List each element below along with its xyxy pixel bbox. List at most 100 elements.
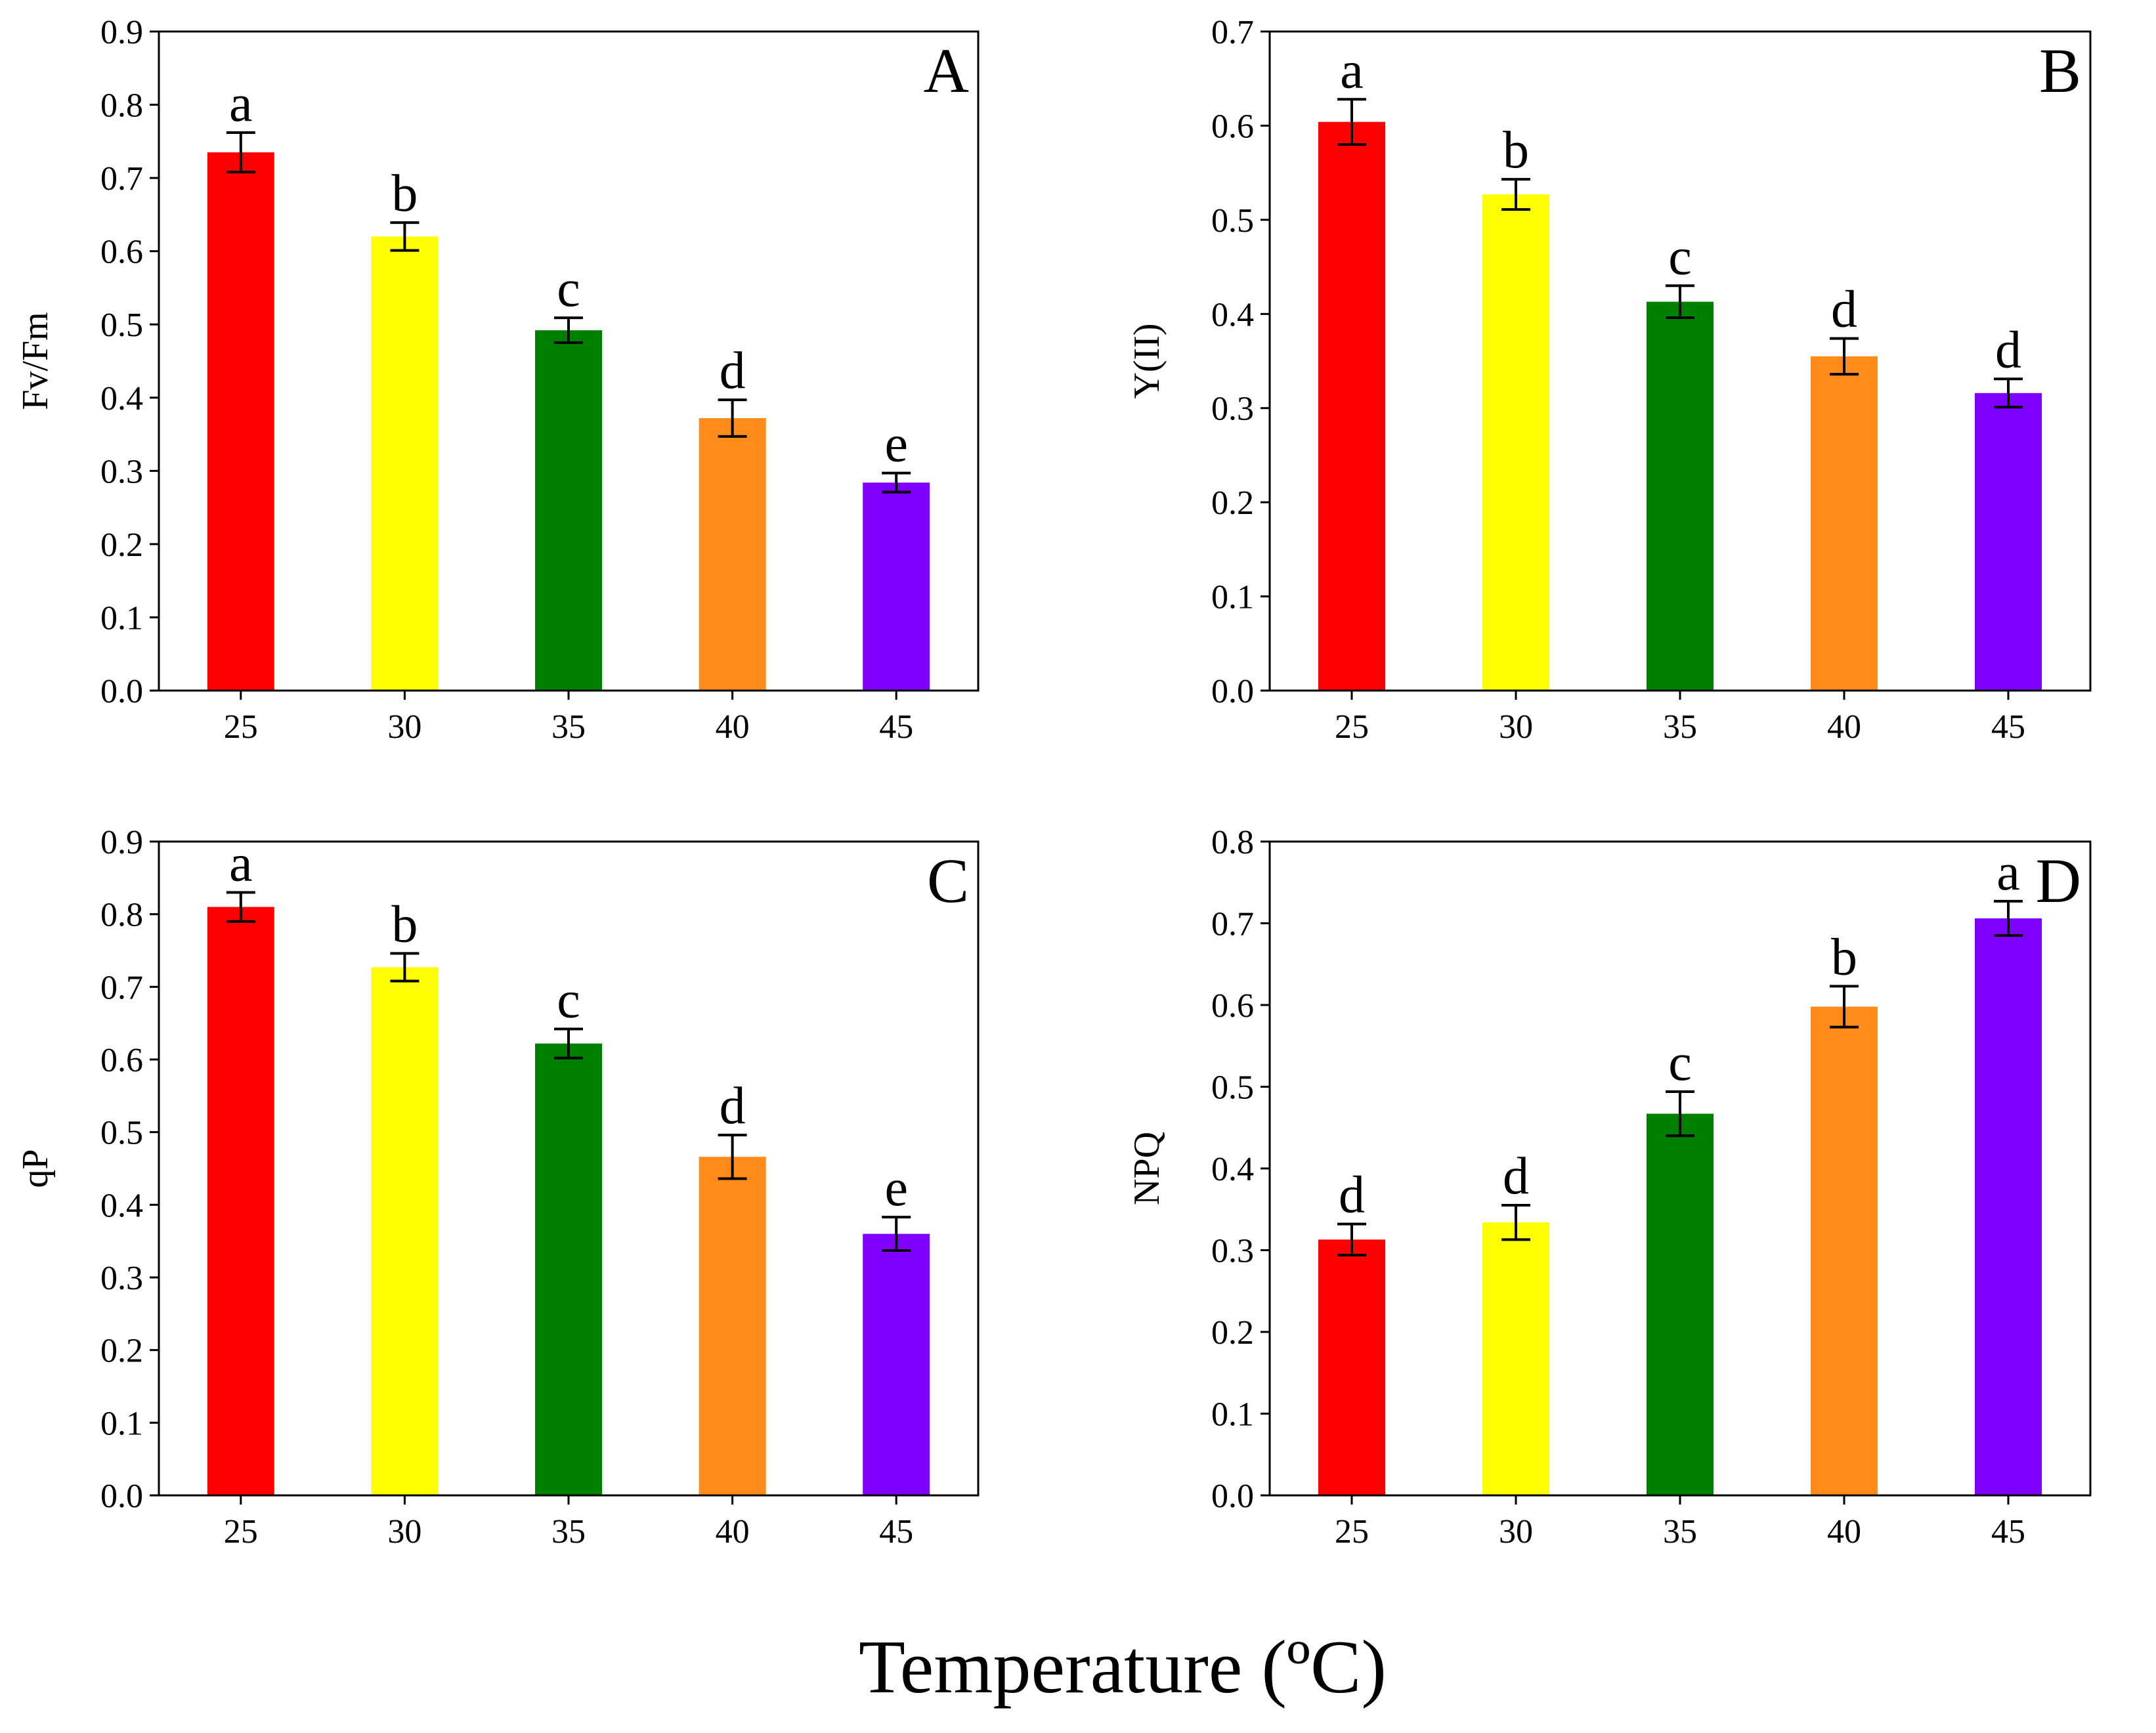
x-tick-label-a-40: 40 [716, 708, 750, 746]
y-tick-label-d-0.3: 0.3 [1211, 1233, 1254, 1270]
error-bar-d-35 [1666, 1090, 1694, 1138]
chart-panel-a: a 25 b 30 c 35 d 40 e 45 0.0 0.1 0.2 0.3 0.4 0.5 0.6 0.7 0… [15, 14, 980, 746]
significance-label-c-30: b [391, 895, 418, 953]
error-bar-b-40 [1830, 337, 1859, 376]
bar-d-30 [1482, 1222, 1549, 1495]
x-tick-label-b-35: 35 [1663, 708, 1697, 746]
x-tick-label-b-40: 40 [1827, 708, 1861, 746]
y-tick-label-b-0.3: 0.3 [1211, 391, 1254, 428]
error-bar-b-30 [1501, 178, 1530, 211]
y-tick-label-a-0.0: 0.0 [100, 673, 143, 710]
error-bar-d-40 [1830, 985, 1859, 1029]
bar-c-25 [207, 907, 274, 1495]
bar-d-45 [1975, 918, 2042, 1495]
y-axis-label-c: qP [15, 1149, 56, 1187]
bar-a-30 [371, 236, 439, 691]
error-bar-a-25 [226, 131, 255, 174]
x-tick-label-a-25: 25 [224, 708, 258, 746]
y-axis-label-b: Y(II) [1127, 323, 1167, 398]
error-bar-c-30 [390, 952, 420, 983]
bar-a-35 [535, 330, 602, 691]
bar-d-35 [1647, 1113, 1714, 1495]
significance-label-a-35: c [557, 260, 580, 318]
bar-a-25 [207, 152, 274, 691]
y-tick-label-d-0.8: 0.8 [1211, 824, 1254, 861]
significance-label-d-30: d [1503, 1147, 1529, 1205]
x-tick-label-b-45: 45 [1991, 708, 2025, 746]
error-bar-c-45 [882, 1216, 911, 1252]
error-bar-a-30 [390, 221, 420, 252]
chart-panel-c: a 25 b 30 c 35 d 40 e 45 0.0 0.1 0.2 0.3 0.4 0.5 0.6 0.7 0… [15, 824, 980, 1551]
y-tick-label-c-0.8: 0.8 [100, 897, 143, 934]
y-tick-label-d-0.2: 0.2 [1211, 1314, 1254, 1352]
y-tick-label-b-0.2: 0.2 [1211, 484, 1254, 522]
significance-label-b-45: d [1995, 321, 2021, 379]
bar-a-45 [863, 482, 930, 691]
error-bar-a-40 [718, 398, 747, 438]
y-axis-label-a: Fv/Fm [15, 312, 56, 410]
x-tick-label-d-45: 45 [1991, 1513, 2025, 1551]
y-tick-label-c-0.7: 0.7 [100, 969, 143, 1006]
plot-frame-a [158, 30, 980, 692]
y-tick-label-c-0.4: 0.4 [100, 1187, 143, 1224]
significance-label-a-30: b [391, 165, 418, 223]
y-tick-label-b-0.1: 0.1 [1211, 579, 1254, 616]
y-tick-label-c-0.9: 0.9 [100, 824, 143, 861]
x-tick-label-d-30: 30 [1499, 1513, 1533, 1551]
error-bar-d-30 [1501, 1204, 1530, 1241]
significance-label-d-35: c [1668, 1034, 1692, 1092]
x-tick-label-a-45: 45 [879, 708, 913, 746]
y-tick-label-a-0.6: 0.6 [100, 234, 143, 271]
plot-frame-b [1268, 30, 2092, 692]
y-tick-label-a-0.4: 0.4 [100, 380, 143, 417]
significance-label-d-45: a [1996, 844, 2020, 901]
significance-label-c-25: a [229, 834, 253, 892]
x-tick-label-c-35: 35 [551, 1513, 586, 1551]
panels: a 25 b 30 c 35 d 40 e 45 0.0 0.1 0.2 0.3 0.4 0.5 0.6 0.7 0… [15, 14, 2092, 1551]
x-tick-label-a-35: 35 [551, 708, 586, 746]
bar-c-30 [371, 967, 439, 1495]
error-bar-b-45 [1994, 377, 2023, 409]
bar-b-25 [1318, 121, 1385, 691]
bar-b-40 [1811, 356, 1878, 691]
y-tick-label-d-0.4: 0.4 [1211, 1151, 1254, 1188]
x-tick-label-b-25: 25 [1335, 708, 1369, 746]
significance-label-a-45: e [884, 416, 908, 473]
error-bar-d-45 [1994, 899, 2023, 937]
y-tick-label-c-0.6: 0.6 [100, 1042, 143, 1079]
significance-label-c-40: d [720, 1077, 746, 1135]
panel-letter-a: A [924, 35, 969, 106]
significance-label-b-35: c [1668, 228, 1692, 286]
y-tick-label-b-0.4: 0.4 [1211, 296, 1254, 333]
panel-letter-d: D [2036, 845, 2081, 916]
x-tick-label-c-25: 25 [224, 1513, 258, 1551]
significance-label-b-30: b [1503, 121, 1529, 179]
bar-b-35 [1647, 301, 1714, 691]
bar-d-25 [1318, 1239, 1385, 1495]
plot-frame-d [1268, 840, 2092, 1497]
error-bar-b-35 [1666, 284, 1694, 320]
x-tick-label-c-45: 45 [879, 1513, 913, 1551]
x-tick-label-d-35: 35 [1663, 1513, 1697, 1551]
x-tick-label-c-30: 30 [387, 1513, 421, 1551]
panel-letter-b: B [2039, 35, 2081, 106]
error-bar-c-40 [718, 1134, 747, 1180]
error-bar-c-25 [226, 891, 255, 923]
x-tick-label-a-30: 30 [387, 708, 421, 746]
x-tick-label-d-40: 40 [1827, 1513, 1861, 1551]
y-tick-label-d-0.7: 0.7 [1211, 906, 1254, 943]
y-tick-label-a-0.1: 0.1 [100, 599, 143, 637]
bar-d-40 [1811, 1006, 1878, 1495]
panel-letter-c: C [927, 845, 969, 916]
bar-b-45 [1975, 393, 2042, 691]
error-bar-b-25 [1337, 98, 1366, 146]
significance-label-a-40: d [720, 342, 746, 400]
bar-c-45 [863, 1233, 930, 1495]
bar-b-30 [1482, 194, 1549, 691]
y-tick-label-a-0.5: 0.5 [100, 307, 143, 344]
x-tick-label-d-25: 25 [1335, 1513, 1369, 1551]
significance-label-d-25: d [1339, 1166, 1365, 1224]
bar-c-40 [699, 1157, 766, 1495]
y-tick-label-a-0.2: 0.2 [100, 526, 143, 564]
